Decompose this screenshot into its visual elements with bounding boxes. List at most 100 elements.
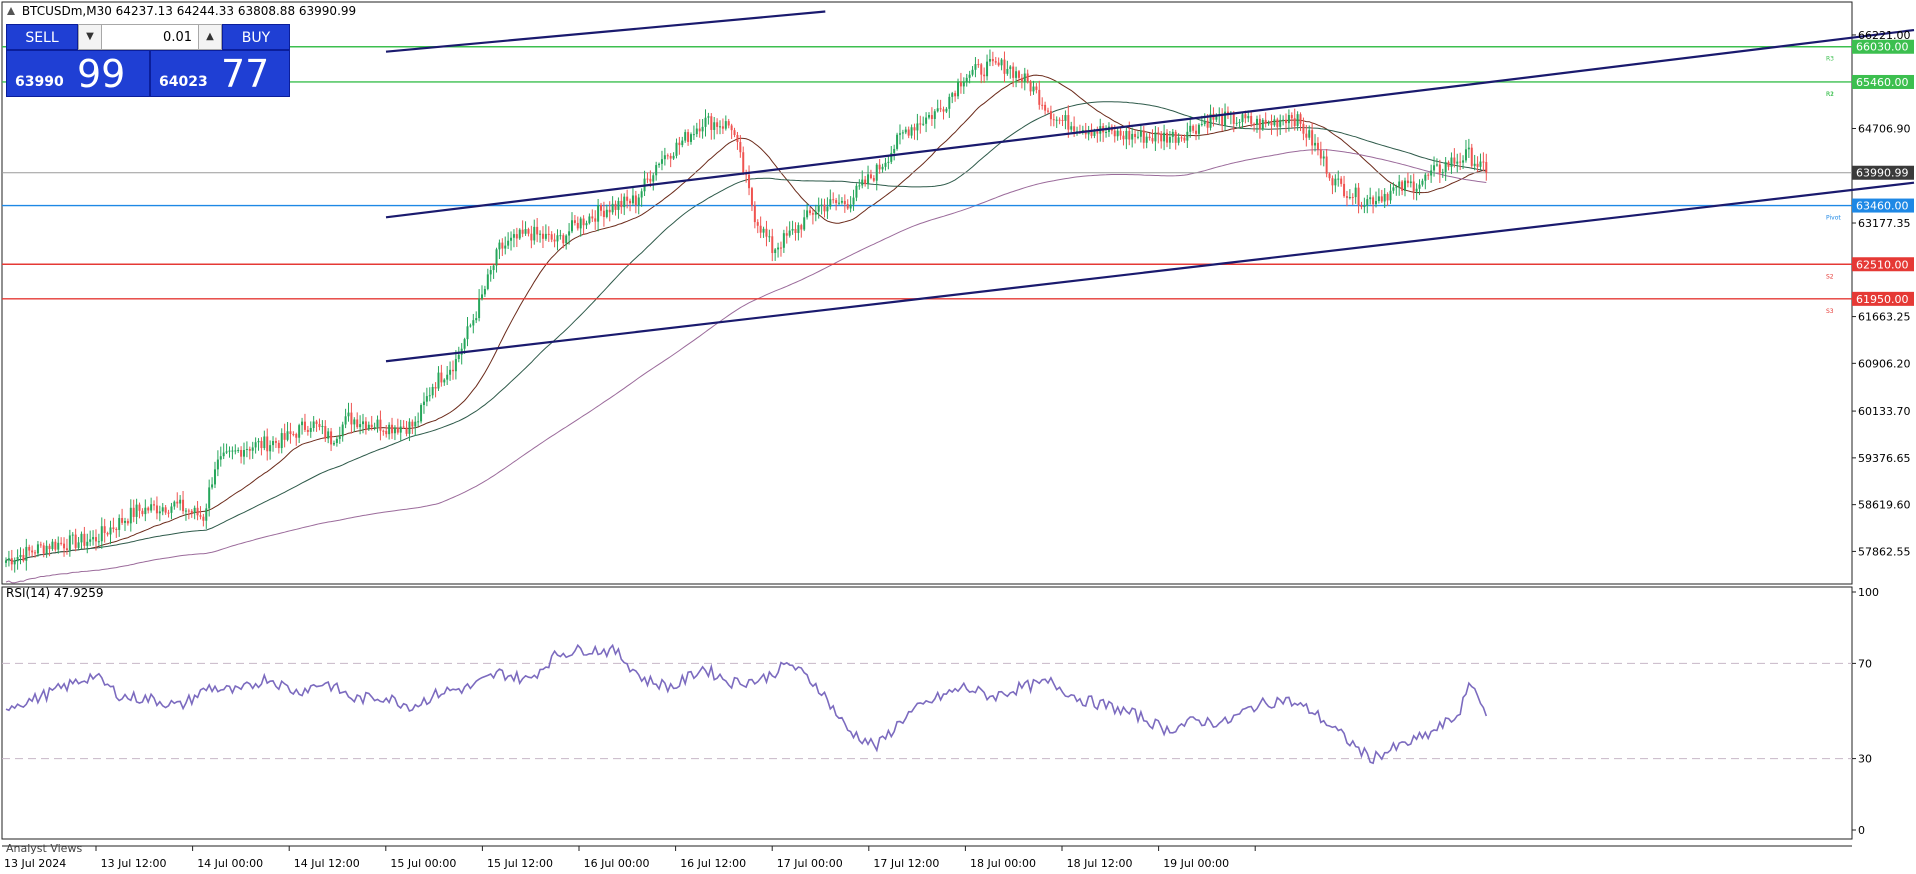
candle-body <box>309 427 312 432</box>
candle-body <box>422 401 425 406</box>
candle-body <box>492 265 495 271</box>
candles <box>5 49 1488 573</box>
candle-body <box>1357 187 1360 206</box>
candle-body <box>1453 157 1456 164</box>
x-tick-label: 15 Jul 00:00 <box>390 857 456 870</box>
candle-body <box>968 74 971 78</box>
candle-body <box>541 233 544 239</box>
candle-body <box>948 96 951 109</box>
candle-body <box>1302 123 1305 134</box>
y-tick-label-60906.20: 60906.20 <box>1858 357 1911 370</box>
candle-body <box>65 548 68 551</box>
lot-size-input[interactable] <box>102 24 198 50</box>
candle-body <box>347 412 350 417</box>
candle-body <box>405 427 408 434</box>
candle-body <box>797 225 800 233</box>
candle-body <box>425 396 428 402</box>
candle-body <box>1398 181 1401 187</box>
candle-body <box>495 249 498 266</box>
candle-body <box>124 520 127 523</box>
rsi-pane <box>1 586 1853 840</box>
buy-price-button[interactable]: 64023 77 <box>150 50 290 97</box>
candle-body <box>510 237 513 241</box>
candle-body <box>556 235 559 242</box>
candle-body <box>335 438 338 444</box>
y-tick-label-66221.00: 66221.00 <box>1858 29 1911 42</box>
candle-body <box>228 450 231 452</box>
candle-body <box>489 270 492 275</box>
candle-body <box>600 205 603 211</box>
candle-body <box>420 405 423 422</box>
analyst-views-tab[interactable]: Analyst Views <box>6 842 83 855</box>
buy-button[interactable]: BUY <box>222 24 290 50</box>
candle-body <box>765 228 768 237</box>
x-tick-label: 13 Jul 12:00 <box>101 857 167 870</box>
candle-body <box>312 421 315 428</box>
candle-body <box>1444 161 1447 172</box>
candle-body <box>1029 81 1032 92</box>
candle-body <box>283 433 286 440</box>
candle-body <box>1319 149 1322 159</box>
candle-body <box>864 179 867 185</box>
candle-body <box>71 534 74 536</box>
candle-body <box>1334 178 1337 186</box>
candle-body <box>385 430 388 435</box>
candle-body <box>1000 59 1003 66</box>
candle-body <box>1412 181 1415 192</box>
candle-body <box>1290 115 1293 119</box>
candle-body <box>364 421 367 429</box>
candle-body <box>391 424 394 434</box>
candle-body <box>1061 119 1064 121</box>
price-label-62510.00 <box>1852 257 1914 272</box>
candle-body <box>213 469 216 485</box>
rsi-tick-label-70: 70 <box>1858 657 1872 670</box>
candle-body <box>936 108 939 112</box>
sell-price-button[interactable]: 63990 99 <box>6 50 150 97</box>
sell-button[interactable]: SELL <box>6 24 78 50</box>
candle-body <box>1464 149 1467 161</box>
level-tag-R1: R1 <box>1826 91 1834 98</box>
y-tick-label-64706.90: 64706.90 <box>1858 123 1911 136</box>
y-tick-label-59376.65: 59376.65 <box>1858 452 1911 465</box>
candle-body <box>533 226 536 241</box>
lot-decrease-button[interactable]: ▼ <box>78 24 102 50</box>
candle-body <box>211 484 214 488</box>
candle-body <box>692 134 695 136</box>
candle-body <box>1221 114 1224 126</box>
candle-body <box>602 210 605 217</box>
candle-body <box>1142 130 1145 143</box>
candle-body <box>878 164 881 170</box>
candle-body <box>1366 199 1369 206</box>
candle-body <box>1041 104 1044 106</box>
candle-body <box>504 245 507 249</box>
candle-body <box>481 294 484 299</box>
level-tag-R2: R2 <box>1826 91 1834 98</box>
candle-body <box>1267 122 1270 125</box>
candle-body <box>51 541 54 550</box>
x-tick-label: 18 Jul 00:00 <box>970 857 1036 870</box>
candle-body <box>1479 161 1482 167</box>
candle-body <box>1119 130 1122 136</box>
candle-body <box>669 155 672 159</box>
candle-body <box>280 433 283 449</box>
candle-body <box>1316 142 1319 150</box>
candle-body <box>266 436 269 452</box>
candle-body <box>1299 114 1302 124</box>
candle-body <box>890 152 893 162</box>
candle-body <box>19 554 22 558</box>
candle-body <box>60 542 63 544</box>
candle-body <box>713 122 716 130</box>
candle-body <box>22 554 25 561</box>
candle-body <box>597 205 600 222</box>
candle-body <box>478 298 481 319</box>
candle-body <box>840 200 843 203</box>
candle-body <box>74 534 77 548</box>
candle-body <box>875 164 878 181</box>
candle-body <box>1232 112 1235 124</box>
candle-body <box>1023 73 1026 82</box>
candle-body <box>1189 125 1192 132</box>
lot-increase-button[interactable]: ▲ <box>198 24 222 50</box>
candle-body <box>626 196 629 201</box>
candle-body <box>1209 113 1212 128</box>
